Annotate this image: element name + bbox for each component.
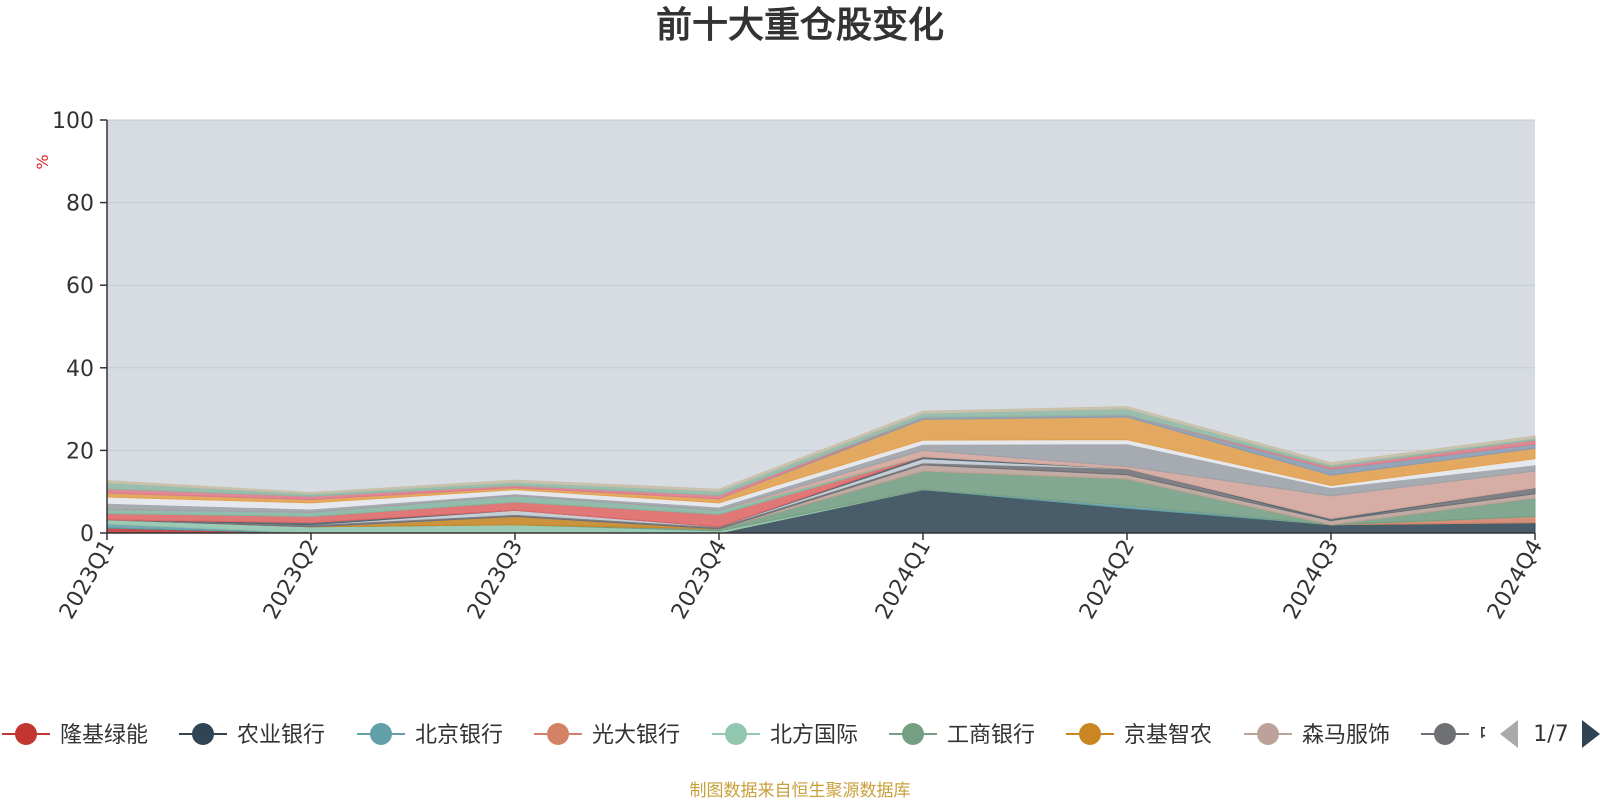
- legend: 隆基绿能农业银行北京银行光大银行北方国际工商银行京基智农森马服饰中: [2, 712, 1600, 756]
- x-tick-label: 2024Q2: [1075, 536, 1140, 624]
- y-axis-ticks: 0 20 40 60 80 100: [52, 109, 107, 547]
- legend-item[interactable]: 北京银行: [357, 723, 503, 748]
- x-tick-label: 2023Q3: [463, 536, 528, 624]
- legend-label: 隆基绿能: [60, 723, 148, 748]
- legend-item[interactable]: 森马服饰: [1244, 723, 1390, 748]
- pager-prev-arrow-icon[interactable]: [1500, 720, 1518, 748]
- legend-item[interactable]: 工商银行: [889, 723, 1035, 748]
- y-tick-label: 40: [66, 357, 94, 382]
- pager-next-arrow-icon[interactable]: [1582, 720, 1600, 748]
- y-tick-label: 0: [80, 522, 94, 547]
- legend-pager: 1/7: [1500, 720, 1600, 748]
- x-axis-ticks: 2023Q1 2023Q2 2023Q3 2023Q4 2024Q1 2024Q2 2024…: [55, 533, 1548, 624]
- data-source-note: 制图数据来自恒生聚源数据库: [690, 781, 911, 800]
- legend-label: 光大银行: [592, 723, 680, 748]
- y-tick-label: 100: [52, 109, 94, 134]
- legend-item[interactable]: 农业银行: [179, 723, 325, 748]
- legend-marker-icon: [1434, 723, 1456, 745]
- legend-marker-icon: [370, 723, 392, 745]
- legend-item[interactable]: 光大银行: [534, 723, 680, 748]
- legend-marker-icon: [15, 723, 37, 745]
- legend-marker-icon: [1257, 723, 1279, 745]
- y-tick-label: 80: [66, 192, 94, 217]
- y-tick-label: 20: [66, 439, 94, 464]
- x-tick-label: 2024Q4: [1483, 536, 1548, 624]
- legend-label: 森马服饰: [1302, 723, 1390, 748]
- legend-item[interactable]: 北方国际: [712, 723, 858, 748]
- y-axis-unit: %: [33, 154, 52, 169]
- legend-label: 北京银行: [415, 723, 503, 748]
- chart-title: 前十大重仓股变化: [656, 4, 944, 46]
- x-tick-label: 2023Q4: [667, 536, 732, 624]
- legend-marker-icon: [192, 723, 214, 745]
- x-tick-label: 2023Q2: [259, 536, 324, 624]
- legend-label: 北方国际: [770, 723, 858, 748]
- legend-marker-icon: [1079, 723, 1101, 745]
- x-tick-label: 2024Q1: [871, 536, 936, 624]
- legend-marker-icon: [725, 723, 747, 745]
- x-tick-label: 2023Q1: [55, 536, 120, 624]
- legend-marker-icon: [902, 723, 924, 745]
- legend-label: 京基智农: [1124, 723, 1212, 748]
- axes: [106, 120, 1535, 534]
- stacked-areas: [106, 406, 1536, 534]
- legend-item[interactable]: 隆基绿能: [2, 723, 148, 748]
- y-tick-label: 60: [66, 274, 94, 299]
- x-tick-label: 2024Q3: [1279, 536, 1344, 624]
- pager-page-label: 1/7: [1533, 722, 1568, 747]
- area-series: [106, 406, 1536, 495]
- legend-marker-icon: [547, 723, 569, 745]
- legend-label: 农业银行: [237, 723, 325, 748]
- legend-item[interactable]: 京基智农: [1066, 723, 1212, 748]
- legend-label: 工商银行: [947, 723, 1035, 748]
- grid-lines: [107, 119, 1535, 451]
